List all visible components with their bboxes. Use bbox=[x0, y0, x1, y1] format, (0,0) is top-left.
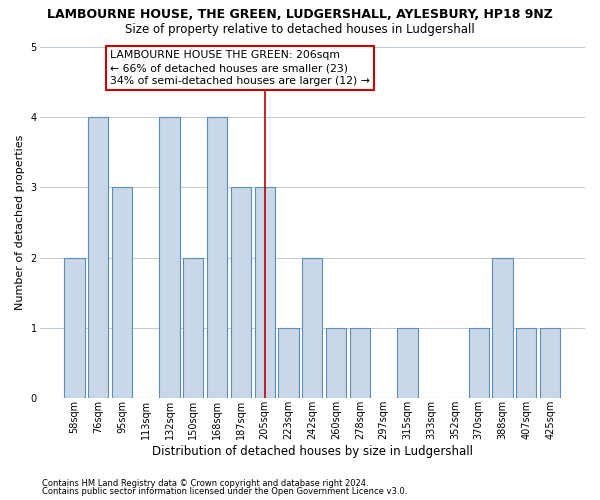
Bar bbox=[469, 328, 489, 398]
X-axis label: Distribution of detached houses by size in Ludgershall: Distribution of detached houses by size … bbox=[152, 444, 473, 458]
Bar bbox=[160, 117, 180, 398]
Bar bbox=[397, 328, 418, 398]
Text: LAMBOURNE HOUSE THE GREEN: 206sqm
← 66% of detached houses are smaller (23)
34% : LAMBOURNE HOUSE THE GREEN: 206sqm ← 66% … bbox=[110, 50, 370, 86]
Bar bbox=[302, 258, 322, 398]
Bar bbox=[183, 258, 203, 398]
Bar bbox=[350, 328, 370, 398]
Bar bbox=[516, 328, 536, 398]
Text: Contains public sector information licensed under the Open Government Licence v3: Contains public sector information licen… bbox=[42, 487, 407, 496]
Bar bbox=[88, 117, 109, 398]
Text: Size of property relative to detached houses in Ludgershall: Size of property relative to detached ho… bbox=[125, 22, 475, 36]
Bar bbox=[493, 258, 512, 398]
Text: LAMBOURNE HOUSE, THE GREEN, LUDGERSHALL, AYLESBURY, HP18 9NZ: LAMBOURNE HOUSE, THE GREEN, LUDGERSHALL,… bbox=[47, 8, 553, 20]
Bar bbox=[64, 258, 85, 398]
Bar bbox=[254, 187, 275, 398]
Bar bbox=[207, 117, 227, 398]
Bar bbox=[278, 328, 299, 398]
Y-axis label: Number of detached properties: Number of detached properties bbox=[15, 134, 25, 310]
Bar bbox=[326, 328, 346, 398]
Bar bbox=[231, 187, 251, 398]
Bar bbox=[540, 328, 560, 398]
Bar bbox=[112, 187, 132, 398]
Text: Contains HM Land Registry data © Crown copyright and database right 2024.: Contains HM Land Registry data © Crown c… bbox=[42, 478, 368, 488]
